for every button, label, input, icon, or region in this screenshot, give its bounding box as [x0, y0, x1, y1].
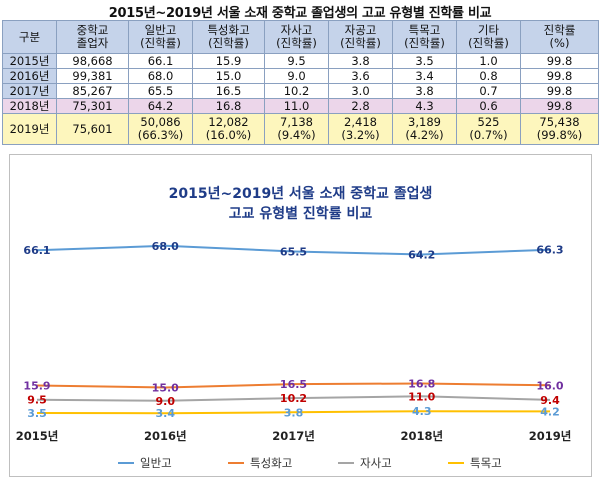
x-tick-label: 2018년: [400, 429, 443, 443]
data-label: 3.8: [284, 406, 304, 419]
table-cell: 66.1: [128, 53, 193, 69]
table-cell: 15.0: [192, 68, 265, 84]
x-tick-label: 2017년: [272, 429, 315, 443]
table-cell: 16.5: [192, 83, 265, 99]
series-line-0: [36, 244, 551, 256]
x-tick-label: 2019년: [529, 429, 572, 443]
table-cell: 2,418 (3.2%): [328, 113, 393, 145]
data-label: 66.1: [23, 244, 50, 257]
table-cell: 0.8: [456, 68, 521, 84]
table-cell: 75,601: [56, 113, 129, 145]
header-autonomous-public: 자공고 (진학률): [328, 20, 393, 54]
data-label: 9.5: [27, 394, 47, 407]
data-label: 3.4: [156, 407, 176, 420]
table-cell: 65.5: [128, 83, 193, 99]
table-cell: 3.4: [392, 68, 457, 84]
chart-title: 2015년~2019년 서울 소재 중학교 졸업생: [168, 186, 433, 202]
line-chart: 2015년~2019년 서울 소재 중학교 졸업생 고교 유형별 진학률 비교 …: [9, 154, 592, 477]
table-cell: 75,301: [56, 98, 129, 114]
table-cell: 1.0: [456, 53, 521, 69]
table-title: 2015년~2019년 서울 소재 중학교 졸업생의 고교 유형별 진학률 비교: [108, 6, 492, 21]
table-row: 2019년 75,601 50,086 (66.3%) 12,082 (16.0%)…: [2, 113, 599, 145]
series-line-3: [36, 410, 551, 415]
table-cell: 75,438 (99.8%): [520, 113, 599, 145]
table-cell: 85,267: [56, 83, 129, 99]
chart-subtitle: 고교 유형별 진학률 비교: [228, 206, 373, 222]
table-cell: 2017년: [2, 83, 57, 99]
table-cell: 3.8: [328, 53, 393, 69]
data-label: 16.0: [536, 379, 563, 392]
data-label: 3.5: [27, 407, 47, 420]
data-label: 65.5: [280, 246, 307, 259]
data-label: 15.0: [152, 381, 179, 394]
table-cell: 2015년: [2, 53, 57, 69]
table-cell: 2.8: [328, 98, 393, 114]
table-cell: 64.2: [128, 98, 193, 114]
table-cell: 99.8: [520, 83, 599, 99]
data-label: 15.9: [23, 379, 50, 392]
table-cell: 3.8: [392, 83, 457, 99]
table-row: 2017년 85,267 65.5 16.5 10.2 3.0 3.8 0.7 …: [2, 83, 599, 99]
table-cell: 50,086 (66.3%): [128, 113, 193, 145]
data-label: 16.8: [408, 377, 435, 390]
header-graduates: 중학교 졸업자: [56, 20, 129, 54]
table-cell: 9.0: [264, 68, 329, 84]
header-general-high: 일반고 (진학률): [128, 20, 193, 54]
series-line-2: [36, 395, 551, 402]
data-label: 9.0: [156, 395, 176, 408]
data-label: 4.2: [540, 405, 560, 418]
header-other: 기타 (진학률): [456, 20, 521, 54]
table-cell: 99.8: [520, 53, 599, 69]
table-cell: 2019년: [2, 113, 57, 145]
table-cell: 3,189 (4.2%): [392, 113, 457, 145]
table-cell: 4.3: [392, 98, 457, 114]
legend-item: 일반고: [140, 456, 172, 470]
data-label: 66.3: [536, 244, 563, 257]
table-cell: 2016년: [2, 68, 57, 84]
table-cell: 3.6: [328, 68, 393, 84]
table-cell: 99.8: [520, 68, 599, 84]
legend-item: 특성화고: [250, 456, 292, 470]
table-row: 2015년 98,668 66.1 15.9 9.5 3.8 3.5 1.0 9…: [2, 53, 599, 69]
header-vocational-high: 특성화고 (진학률): [192, 20, 265, 54]
data-label: 16.5: [280, 378, 307, 391]
data-table: 구분 중학교 졸업자 일반고 (진학률) 특성화고 (진학률) 자사고 (진학률) 자공…: [2, 20, 599, 145]
table-cell: 98,668: [56, 53, 129, 69]
table-cell: 2018년: [2, 98, 57, 114]
data-label: 64.2: [408, 249, 435, 262]
table-cell: 99,381: [56, 68, 129, 84]
data-label: 10.2: [280, 392, 307, 405]
x-tick-label: 2016년: [144, 429, 187, 443]
table-cell: 15.9: [192, 53, 265, 69]
table-row: 2018년 75,301 64.2 16.8 11.0 2.8 4.3 0.6 …: [2, 98, 599, 114]
table-header-row: 구분 중학교 졸업자 일반고 (진학률) 특성화고 (진학률) 자사고 (진학률) 자공…: [2, 20, 599, 54]
table-cell: 99.8: [520, 98, 599, 114]
table-cell: 3.0: [328, 83, 393, 99]
data-label: 4.3: [412, 405, 432, 418]
table-cell: 11.0: [264, 98, 329, 114]
header-total-rate: 진학률 (%): [520, 20, 599, 54]
table-cell: 7,138 (9.4%): [264, 113, 329, 145]
chart-canvas: 66.1 68.0 65.5 64.2 66.3 15.9 15.0 16.5 16.8 16.0…: [16, 240, 572, 470]
table-cell: 0.7: [456, 83, 521, 99]
table-cell: 16.8: [192, 98, 265, 114]
legend-item: 특목고: [470, 456, 502, 470]
table-cell: 525 (0.7%): [456, 113, 521, 145]
data-label: 68.0: [152, 240, 179, 253]
table-row: 2016년 99,381 68.0 15.0 9.0 3.6 3.4 0.8 9…: [2, 68, 599, 84]
x-tick-label: 2015년: [16, 429, 59, 443]
data-label: 11.0: [408, 390, 435, 403]
series-line-1: [36, 382, 551, 389]
header-autonomous-private: 자사고 (진학률): [264, 20, 329, 54]
data-label: 9.4: [540, 394, 560, 407]
table-cell: 68.0: [128, 68, 193, 84]
header-special-purpose: 특목고 (진학률): [392, 20, 457, 54]
table-cell: 10.2: [264, 83, 329, 99]
legend-item: 자사고: [360, 456, 392, 470]
table-cell: 12,082 (16.0%): [192, 113, 265, 145]
table-cell: 9.5: [264, 53, 329, 69]
table-cell: 0.6: [456, 98, 521, 114]
header-category: 구분: [2, 20, 57, 54]
table-cell: 3.5: [392, 53, 457, 69]
